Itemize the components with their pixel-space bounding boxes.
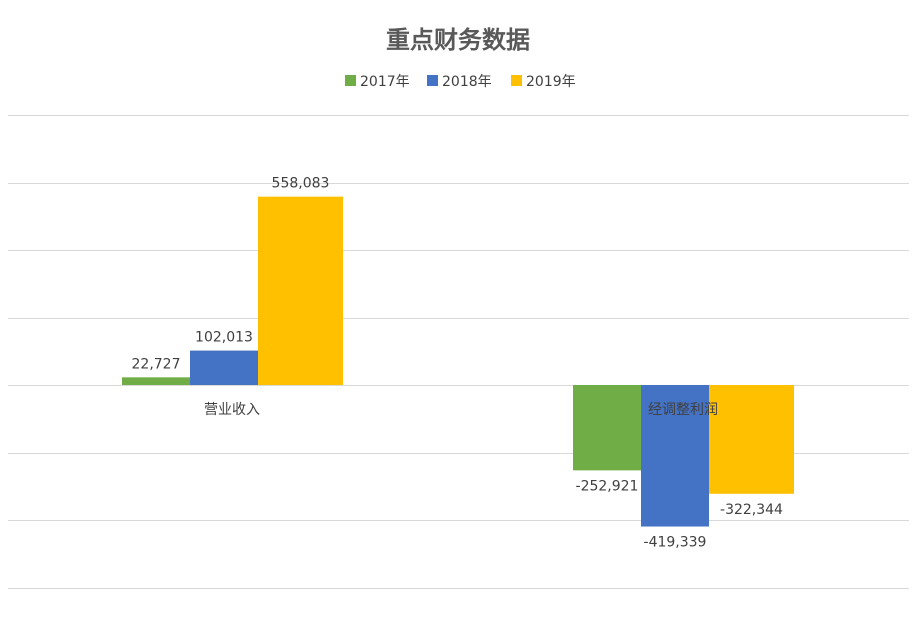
- chart-title: 重点财务数据: [386, 26, 530, 54]
- data-label: -252,921: [576, 478, 639, 494]
- bar: [190, 350, 258, 385]
- data-label: 22,727: [132, 356, 181, 372]
- legend-label: 2019年: [526, 74, 576, 90]
- bar: [122, 377, 190, 385]
- legend: 2017年 2018年 2019年: [345, 74, 576, 90]
- bars: [122, 196, 794, 527]
- bar: [573, 385, 641, 471]
- legend-swatch: [345, 75, 356, 86]
- legend-label: 2018年: [442, 74, 492, 90]
- legend-swatch: [427, 75, 438, 86]
- data-labels: 22,727 102,013 558,083 -252,921 -419,339 -322…: [132, 176, 784, 551]
- legend-label: 2017年: [360, 74, 410, 90]
- gridlines: [8, 115, 909, 589]
- category-label: 经调整利润: [648, 402, 718, 418]
- bar: [709, 385, 794, 494]
- data-label: -322,344: [720, 502, 783, 518]
- legend-swatch: [511, 75, 522, 86]
- bar: [258, 196, 343, 385]
- category-label: 营业收入: [204, 402, 260, 418]
- data-label: 558,083: [272, 176, 330, 192]
- bar: [641, 385, 709, 527]
- data-label: 102,013: [195, 330, 253, 346]
- data-label: -419,339: [644, 535, 707, 551]
- category-labels: 营业收入 经调整利润: [204, 402, 718, 418]
